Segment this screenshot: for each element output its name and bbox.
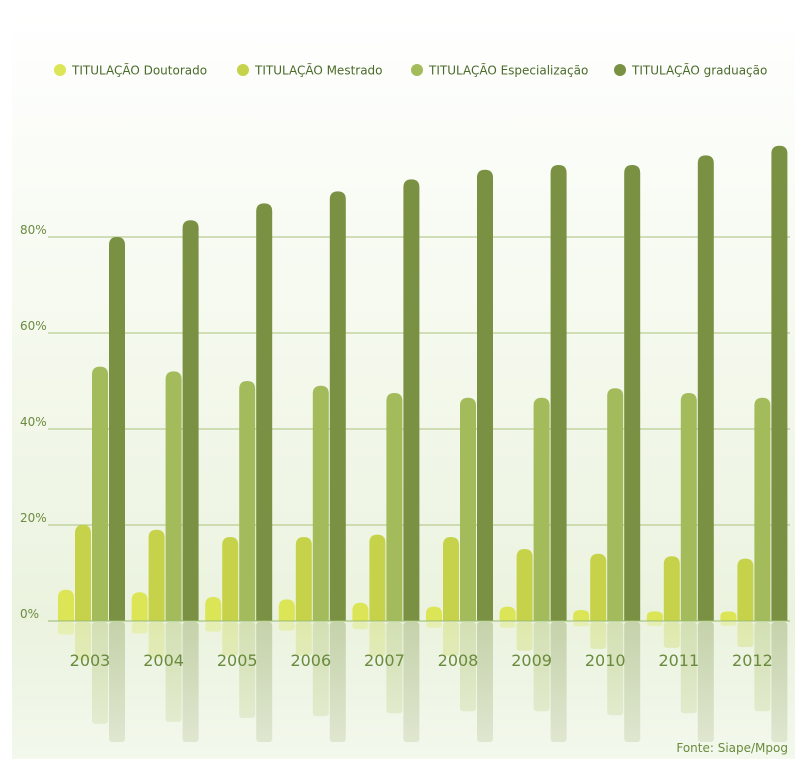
bar-titulacao-doutorado-2012 [720,611,737,621]
bar-titulacao-graduacao-2011 [697,155,714,621]
bar-titulacao-mestrado-2009 [516,549,533,621]
bar-titulacao-graduacao-2008 [477,169,493,622]
bar-titulacao-graduacao-2009 [550,165,567,621]
bar-titulacao-especializacao-2007 [386,393,403,621]
x-axis-ticks: 2003 2004 2005 2006 2007 2008 2009 2010 2011 2012 [70,651,773,670]
bar-titulacao-doutorado-2005 [205,597,222,621]
bar-titulacao-especializacao-2008 [460,397,476,621]
bar-titulacao-doutorado-2009 [499,606,516,621]
x-tick-label-2009: 2009 [511,651,552,670]
bar-titulacao-graduacao-2010 [624,165,641,621]
legend-swatch-titulacao-graduacao [614,64,626,76]
bar-titulacao-graduacao-2005 [256,203,273,621]
y-tick-label: 40% [20,415,47,429]
legend-label-titulacao-especializacao: TITULAÇÃO Especialização [428,63,588,78]
bar-titulacao-especializacao-2006 [312,385,329,621]
x-tick-label-2007: 2007 [364,651,405,670]
y-tick-label: 60% [20,319,47,333]
x-tick-label-2006: 2006 [290,651,331,670]
bar-titulacao-mestrado-2003 [75,525,91,621]
bar-titulacao-mestrado-2004 [148,529,165,621]
x-tick-label-2003: 2003 [70,651,111,670]
bar-titulacao-doutorado-2008 [426,606,442,621]
y-axis-ticks: 0% 20% 40% 60% 80% [20,223,47,621]
legend-swatch-titulacao-especializacao [411,64,423,76]
bar-titulacao-mestrado-2011 [663,556,680,621]
bar-titulacao-especializacao-2004 [165,371,182,621]
legend-label-titulacao-mestrado: TITULAÇÃO Mestrado [254,63,383,78]
bar-titulacao-mestrado-2005 [222,537,239,621]
bar-titulacao-doutorado-2006 [278,599,295,621]
bar-titulacao-especializacao-2009 [533,397,550,621]
bar-titulacao-graduacao-2012 [771,145,788,622]
legend: TITULAÇÃO Doutorado TITULAÇÃO Mestrado TIT… [54,63,767,78]
legend-label-titulacao-doutorado: TITULAÇÃO Doutorado [71,63,207,78]
x-tick-label-2012: 2012 [732,651,773,670]
legend-swatch-titulacao-doutorado [54,64,66,76]
bar-titulacao-especializacao-2011 [680,393,697,621]
bar-titulacao-graduacao-2007 [403,179,420,621]
bar-titulacao-doutorado-2004 [131,592,148,621]
bars [58,145,788,622]
legend-label-titulacao-graduacao: TITULAÇÃO graduação [631,63,767,78]
bar-titulacao-graduacao-2004 [182,220,199,621]
bar-titulacao-doutorado-2007 [352,602,369,621]
y-tick-label: 0% [20,607,39,621]
x-tick-label-2011: 2011 [658,651,699,670]
bar-titulacao-mestrado-2006 [295,537,312,621]
x-tick-label-2008: 2008 [438,651,479,670]
x-tick-label-2004: 2004 [143,651,184,670]
bar-titulacao-mestrado-2007 [369,534,386,621]
bar-titulacao-especializacao-2012 [754,397,771,621]
bar-titulacao-mestrado-2012 [737,558,754,621]
bar-titulacao-graduacao-2006 [329,191,346,621]
x-tick-label-2010: 2010 [585,651,626,670]
bar-titulacao-doutorado-2010 [573,609,590,621]
bar-titulacao-especializacao-2010 [607,388,624,621]
bar-titulacao-especializacao-2003 [92,366,108,621]
y-tick-label: 80% [20,223,47,237]
source-label: Fonte: Siape/Mpog [676,741,788,755]
bar-titulacao-doutorado-2003 [58,589,74,621]
bar-titulacao-mestrado-2010 [590,553,607,621]
bar-titulacao-graduacao-2003 [109,237,125,621]
bar-titulacao-doutorado-2011 [646,611,663,621]
reflection-fade [12,622,795,759]
bar-titulacao-mestrado-2008 [443,537,459,621]
legend-swatch-titulacao-mestrado [237,64,249,76]
x-tick-label-2005: 2005 [217,651,258,670]
bar-titulacao-especializacao-2005 [239,381,256,621]
y-tick-label: 20% [20,511,47,525]
